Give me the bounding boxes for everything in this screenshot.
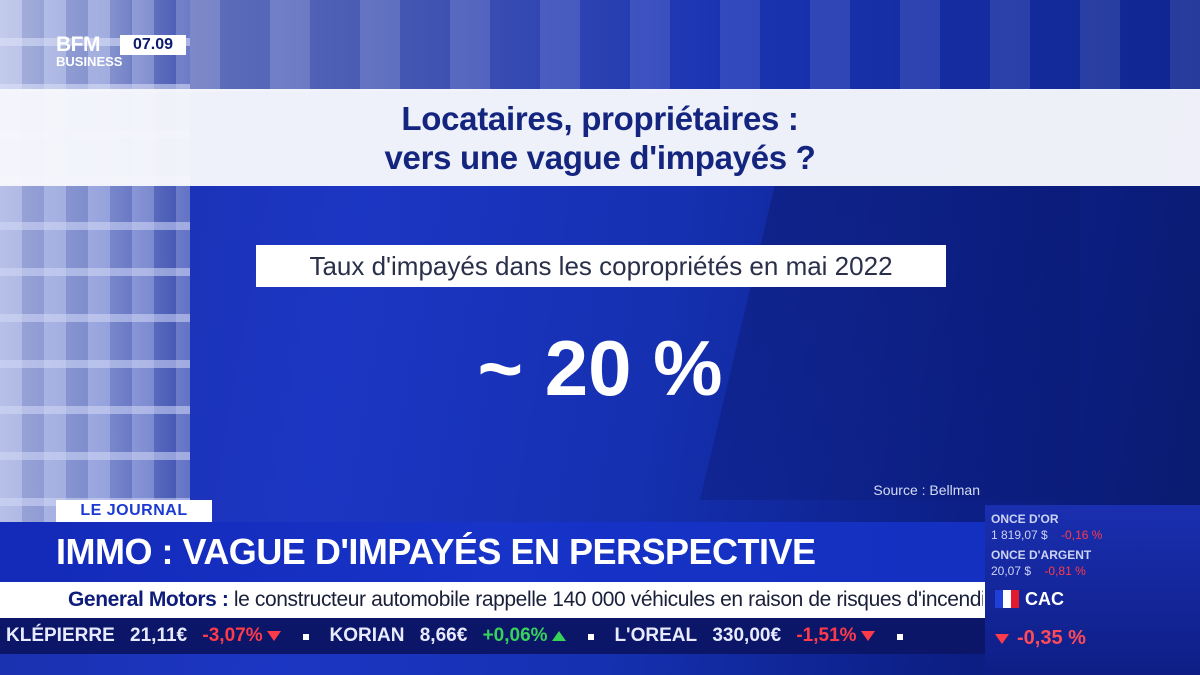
slide-title-line-1: Locataires, propriétaires : [401,100,799,137]
market-silver-value: 20,07 $ [991,564,1032,578]
ticker-change: -1,51% [796,625,857,646]
channel-logo: BFM BUSINESS [56,33,123,73]
market-silver-quote: 20,07 $ -0,81 % [991,564,1196,578]
french-flag-icon [995,590,1019,608]
clock: 07.09 [120,35,186,55]
slide-subtitle: Taux d'impayés dans les copropriétés en … [256,245,946,287]
market-gold-change: -0,16 % [1061,528,1103,542]
ticker-price: 21,11€ [130,625,188,646]
cac-index: CAC [985,582,1200,618]
ticker-name: L'OREAL [614,625,698,646]
ticker-item: KORIAN 8,66€ +0,06% [330,618,566,654]
ticker-change: -3,07% [202,625,263,646]
market-gold-quote: 1 819,07 $ -0,16 % [991,528,1196,542]
market-panel: ONCE D'OR 1 819,07 $ -0,16 % ONCE D'ARGE… [985,505,1200,675]
key-figure: ~ 20 % [477,324,723,412]
cac-change: -0,35 % [995,625,1195,651]
source-note: Source : Bellman [873,482,980,498]
ticker-separator [588,633,594,640]
headline: IMMO : VAGUE D'IMPAYÉS EN PERSPECTIVE [56,531,816,572]
stock-ticker: KLÉPIERRE 21,11€ -3,07% KORIAN 8,66€ +0,… [0,618,985,654]
ticker-change: +0,06% [482,625,548,646]
cac-change-value: -0,35 % [1017,627,1086,649]
down-arrow-icon [266,630,281,641]
market-gold-label: ONCE D'OR [991,512,1059,526]
news-crawl: General Motors : le constructeur automob… [68,582,983,618]
news-crawl-bar: General Motors : le constructeur automob… [0,582,985,618]
ticker-name: KLÉPIERRE [6,625,115,646]
logo-text-top: BFM [56,33,101,56]
ticker-item: KLÉPIERRE 21,11€ -3,07% [0,618,281,654]
news-text: le constructeur automobile rappelle 140 … [228,588,983,611]
ticker-separator [303,633,310,640]
program-tag: LE JOURNAL [56,500,212,522]
cac-label: CAC [1025,589,1064,609]
ticker-separator [896,633,903,640]
ticker-price: 330,00€ [712,625,782,646]
ticker-name: KORIAN [329,625,405,646]
slide-title-line-2: vers une vague d'impayés ? [384,139,816,176]
headline-bar: IMMO : VAGUE D'IMPAYÉS EN PERSPECTIVE [0,522,985,582]
up-arrow-icon [551,630,566,641]
slide-title-band: Locataires, propriétaires : vers une vag… [0,89,1200,186]
logo-text-bottom: BUSINESS [56,54,123,69]
down-arrow-icon [860,630,875,641]
market-gold-value: 1 819,07 $ [991,528,1048,542]
market-silver-label: ONCE D'ARGENT [991,548,1092,562]
background-facade-top [0,0,1200,92]
down-arrow-icon [995,633,1009,644]
ticker-price: 8,66€ [419,625,468,646]
market-silver-change: -0,81 % [1044,564,1086,578]
news-company: General Motors : [68,588,229,611]
ticker-item: L'OREAL 330,00€ -1,51% [614,618,875,654]
